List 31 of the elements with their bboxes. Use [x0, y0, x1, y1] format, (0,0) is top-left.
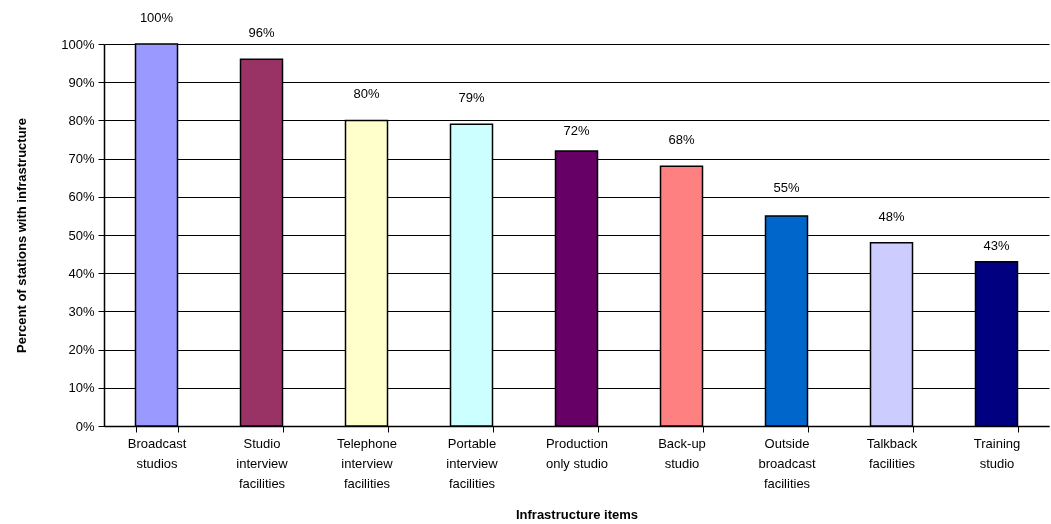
y-tick-label: 60% [68, 189, 95, 205]
y-tick-label: 50% [68, 227, 95, 243]
data-label: 55% [773, 179, 800, 195]
y-tick-label: 80% [68, 112, 95, 128]
x-tick-label: Portable interview facilities [446, 435, 499, 491]
data-label: 80% [353, 86, 380, 102]
x-tick-label: Broadcast studios [127, 435, 187, 471]
x-tick-label: Outside broadcast facilities [758, 435, 816, 491]
x-tick-label: Telephone interview facilities [337, 435, 397, 491]
x-tick-label: Studio interview facilities [236, 435, 289, 491]
data-label: 72% [563, 122, 590, 138]
data-label: 48% [878, 208, 905, 224]
y-tick-label: 10% [68, 380, 95, 396]
data-label: 68% [668, 132, 695, 148]
x-tick-label: Back-up studio [658, 435, 706, 471]
data-label: 79% [458, 90, 485, 106]
y-tick-label: 30% [68, 303, 95, 319]
x-axis-title: Infrastructure items [515, 506, 639, 522]
x-tick-label: Production only studio [545, 435, 609, 471]
y-tick-label: 20% [68, 342, 95, 358]
y-tick-label: 100% [61, 36, 95, 52]
y-tick-label: 70% [68, 151, 95, 167]
y-tick-label: 40% [68, 265, 95, 281]
data-label: 100% [139, 10, 174, 25]
y-axis-title: Percent of stations with infrastructure [14, 118, 30, 353]
x-tick-label: Training studio [973, 435, 1021, 471]
y-tick-label: 90% [68, 74, 95, 90]
y-tick-label: 0% [75, 418, 95, 434]
x-tick-label: Talkback facilities [866, 435, 918, 471]
data-label: 96% [248, 25, 275, 41]
data-label: 43% [983, 237, 1010, 253]
